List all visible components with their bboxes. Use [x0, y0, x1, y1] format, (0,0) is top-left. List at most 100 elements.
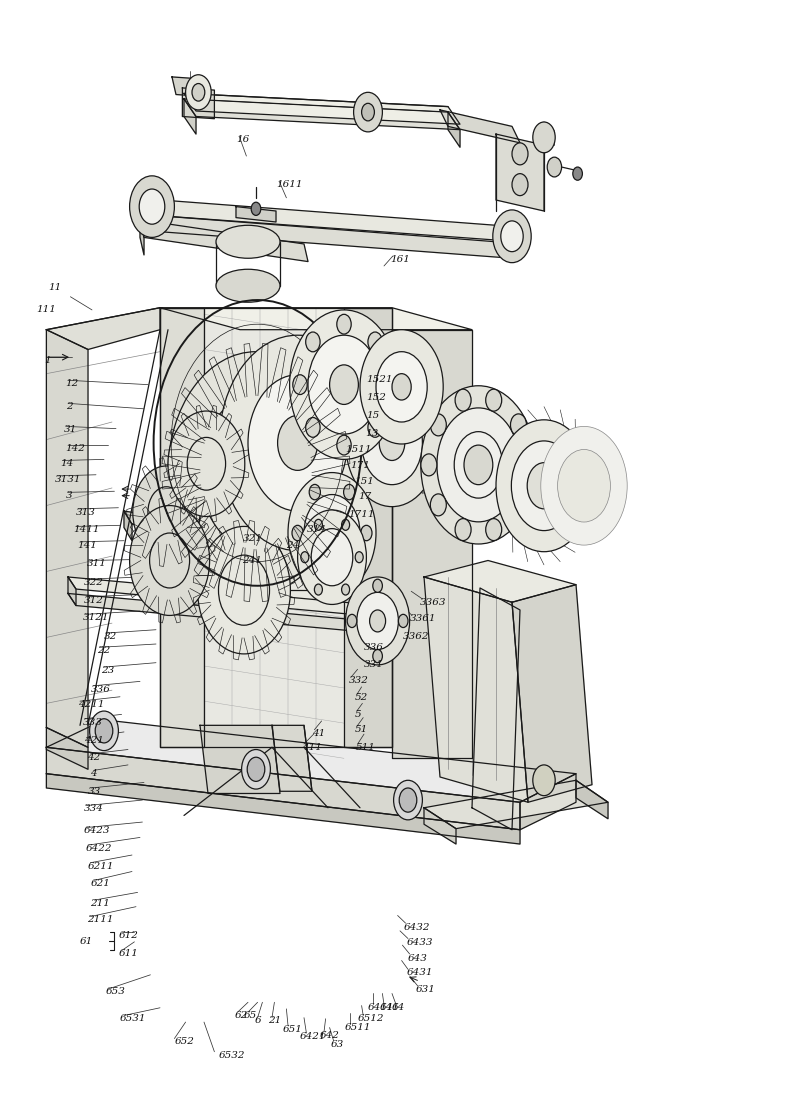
Text: 1521: 1521: [366, 375, 393, 384]
Text: 4211: 4211: [78, 700, 104, 709]
Text: 612: 612: [118, 931, 138, 940]
Text: 321: 321: [242, 534, 262, 543]
Text: 333: 333: [82, 718, 102, 726]
Polygon shape: [424, 577, 528, 802]
Polygon shape: [46, 720, 576, 802]
Text: 3131: 3131: [54, 475, 81, 484]
Polygon shape: [424, 808, 456, 844]
Circle shape: [357, 592, 398, 650]
Circle shape: [343, 485, 355, 500]
Circle shape: [437, 408, 520, 522]
Circle shape: [398, 614, 408, 628]
Circle shape: [130, 176, 174, 237]
Text: 312: 312: [84, 596, 104, 604]
Circle shape: [308, 335, 380, 434]
Circle shape: [501, 221, 523, 252]
Text: 6431: 6431: [406, 968, 433, 977]
Circle shape: [355, 552, 363, 563]
Text: 1: 1: [44, 356, 50, 365]
Polygon shape: [46, 308, 160, 349]
Circle shape: [95, 719, 113, 743]
Polygon shape: [472, 588, 520, 830]
Text: 42: 42: [87, 753, 101, 762]
Text: 5: 5: [354, 710, 361, 719]
Polygon shape: [68, 577, 76, 606]
Circle shape: [361, 525, 372, 541]
Circle shape: [304, 495, 360, 571]
Text: 6423: 6423: [84, 826, 110, 835]
Polygon shape: [132, 198, 520, 242]
Circle shape: [394, 780, 422, 820]
Polygon shape: [68, 593, 400, 635]
Polygon shape: [124, 511, 256, 544]
Text: 651: 651: [282, 1025, 302, 1034]
Circle shape: [464, 445, 493, 485]
Text: 161: 161: [390, 255, 410, 264]
Circle shape: [186, 75, 211, 110]
Text: 631: 631: [416, 985, 436, 993]
Polygon shape: [124, 511, 132, 541]
Circle shape: [278, 415, 318, 470]
Circle shape: [242, 750, 270, 789]
Polygon shape: [46, 330, 88, 747]
Circle shape: [496, 420, 592, 552]
Circle shape: [392, 374, 411, 400]
Circle shape: [486, 519, 502, 541]
Circle shape: [133, 466, 200, 558]
Polygon shape: [576, 780, 608, 819]
Circle shape: [311, 529, 353, 586]
Circle shape: [573, 167, 582, 180]
Text: 12: 12: [66, 379, 79, 388]
Circle shape: [330, 365, 358, 404]
Polygon shape: [184, 99, 196, 134]
Polygon shape: [172, 77, 208, 97]
Polygon shape: [344, 467, 400, 495]
Polygon shape: [184, 93, 460, 124]
Circle shape: [520, 454, 536, 476]
Text: 3: 3: [66, 491, 72, 500]
Text: 6531: 6531: [120, 1014, 146, 1023]
Polygon shape: [160, 308, 392, 747]
Text: 6211: 6211: [87, 862, 114, 870]
Text: 313: 313: [76, 508, 96, 517]
Text: 152: 152: [366, 393, 386, 402]
Text: 23: 23: [101, 666, 114, 675]
Circle shape: [292, 525, 303, 541]
Polygon shape: [440, 110, 520, 143]
Circle shape: [347, 614, 357, 628]
Text: 6532: 6532: [218, 1051, 245, 1059]
Circle shape: [343, 566, 354, 581]
Circle shape: [346, 379, 438, 507]
Circle shape: [288, 473, 376, 593]
Polygon shape: [424, 780, 608, 829]
Circle shape: [309, 485, 321, 500]
Polygon shape: [520, 774, 576, 830]
Text: 611: 611: [118, 950, 138, 958]
Ellipse shape: [216, 269, 280, 302]
Polygon shape: [160, 308, 204, 747]
Circle shape: [139, 189, 165, 224]
Text: 1711: 1711: [348, 510, 374, 519]
Circle shape: [251, 202, 261, 215]
Circle shape: [493, 210, 531, 263]
Text: 332: 332: [349, 676, 369, 685]
Polygon shape: [46, 728, 88, 769]
Polygon shape: [140, 214, 512, 258]
Circle shape: [373, 650, 382, 663]
Circle shape: [342, 520, 350, 531]
Circle shape: [533, 122, 555, 153]
Circle shape: [533, 765, 555, 796]
Text: 13: 13: [365, 429, 378, 437]
Circle shape: [455, 389, 471, 411]
Circle shape: [430, 493, 446, 515]
Circle shape: [511, 441, 577, 531]
Text: 314: 314: [306, 525, 326, 534]
Text: 2111: 2111: [87, 915, 114, 924]
Circle shape: [314, 584, 322, 595]
Text: 331: 331: [364, 660, 384, 669]
Text: 52: 52: [354, 693, 368, 702]
Text: 3362: 3362: [402, 632, 429, 641]
Circle shape: [306, 332, 320, 352]
Text: 241: 241: [242, 556, 262, 565]
Text: 3361: 3361: [410, 614, 436, 623]
